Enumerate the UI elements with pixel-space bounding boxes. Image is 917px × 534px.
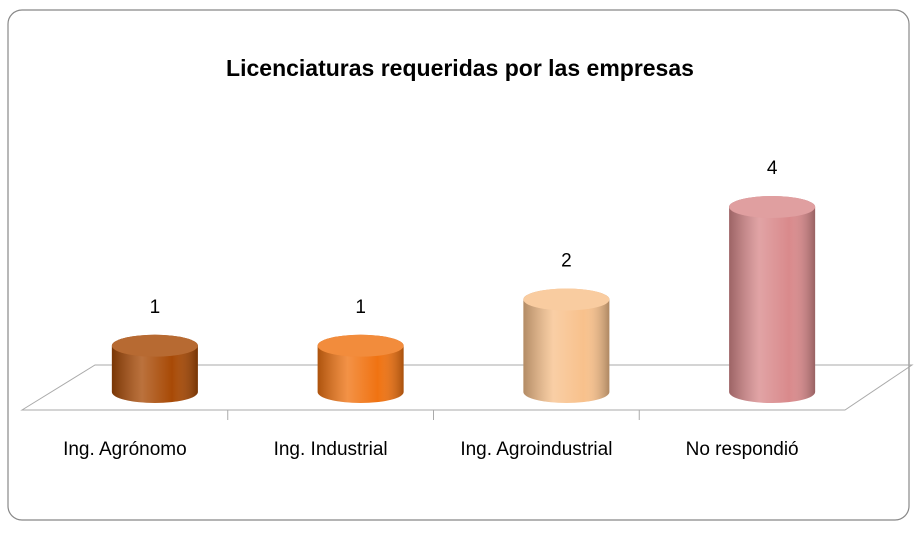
bar-top xyxy=(317,334,404,357)
chart-frame xyxy=(7,9,910,521)
chart-title: Licenciaturas requeridas por las empresa… xyxy=(226,55,694,81)
bar-top xyxy=(523,288,610,311)
bar-top-highlight xyxy=(111,334,198,357)
bar-shading xyxy=(729,196,816,403)
x-tick-label: No respondió xyxy=(686,439,799,460)
data-label: 4 xyxy=(767,158,778,179)
data-label: 1 xyxy=(150,297,161,318)
x-tick-label: Ing. Agrónomo xyxy=(63,439,187,460)
x-tick-label: Ing. Industrial xyxy=(274,439,388,460)
bar-top xyxy=(729,196,816,218)
data-label: 2 xyxy=(561,251,572,272)
bar-top-highlight xyxy=(729,196,816,218)
data-label: 1 xyxy=(355,297,366,318)
bar-shading xyxy=(523,288,610,403)
bar-top-highlight xyxy=(523,288,610,311)
bar-top xyxy=(111,334,198,357)
floor xyxy=(20,364,914,411)
bar-top-highlight xyxy=(317,334,404,357)
x-tick-label: Ing. Agroindustrial xyxy=(460,439,612,460)
